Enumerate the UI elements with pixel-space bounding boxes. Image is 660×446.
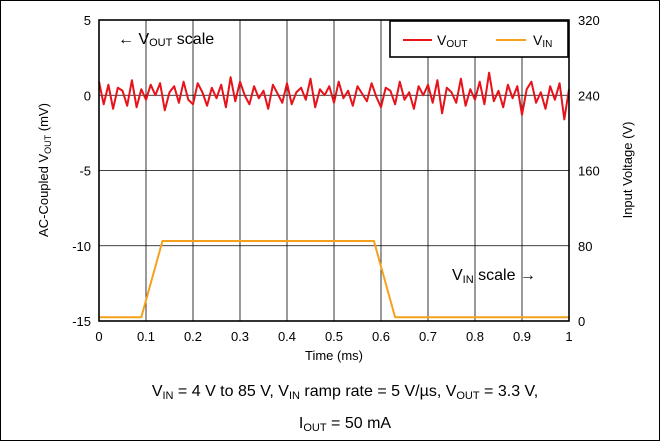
x-tick-label: 0.2 bbox=[184, 329, 202, 344]
x-tick-label: 0.6 bbox=[372, 329, 390, 344]
x-axis-label: Time (ms) bbox=[305, 348, 363, 363]
legend-label-vin: VIN bbox=[533, 32, 552, 50]
x-tick-label: 0.3 bbox=[231, 329, 249, 344]
y-tick-label-left: 5 bbox=[84, 13, 91, 28]
x-tick-label: 0.9 bbox=[513, 329, 531, 344]
x-tick-label: 1 bbox=[565, 329, 572, 344]
caption-line-1: VIN = 4 V to 85 V, VIN ramp rate = 5 V/µ… bbox=[152, 383, 538, 402]
y-tick-label-left: -15 bbox=[72, 314, 91, 329]
x-tick-label: 0.8 bbox=[466, 329, 484, 344]
x-tick-label: 0.4 bbox=[278, 329, 296, 344]
caption-line-2: IOUT = 50 mA bbox=[299, 415, 391, 434]
y-tick-label-right: 80 bbox=[578, 239, 592, 254]
plot-area-border bbox=[98, 19, 570, 322]
legend: VOUT VIN bbox=[389, 20, 569, 58]
y-tick-label-right: 0 bbox=[578, 314, 585, 329]
y-tick-label-left: -10 bbox=[72, 239, 91, 254]
y-tick-label-left: -5 bbox=[79, 164, 91, 179]
vout-scale-annotation: ← VOUT scale bbox=[118, 31, 214, 49]
x-tick-label: 0 bbox=[95, 329, 102, 344]
y-axis-label-right: Input Voltage (V) bbox=[620, 122, 635, 219]
series-line-vin bbox=[99, 240, 569, 319]
x-tick-label: 0.5 bbox=[325, 329, 343, 344]
x-tick-label: 0.7 bbox=[419, 329, 437, 344]
series-line-vout bbox=[98, 71, 570, 121]
legend-label-vout: VOUT bbox=[437, 32, 467, 50]
y-axis-label-left: AC-Coupled VOUT (mV) bbox=[36, 103, 53, 237]
vin-scale-annotation: VIN scale → bbox=[452, 267, 536, 286]
y-tick-label-right: 160 bbox=[578, 164, 600, 179]
series-layer bbox=[98, 71, 570, 319]
y-tick-label-left: 0 bbox=[84, 88, 91, 103]
y-tick-label-right: 240 bbox=[578, 88, 600, 103]
x-tick-label: 0.1 bbox=[137, 329, 155, 344]
tick-labels: 0 0.1 0.2 0.3 0.4 0.5 0.6 0.7 0.8 0.9 1 5 0 -5 -10 -15 3… bbox=[72, 13, 600, 344]
y-tick-label-right: 320 bbox=[578, 13, 600, 28]
